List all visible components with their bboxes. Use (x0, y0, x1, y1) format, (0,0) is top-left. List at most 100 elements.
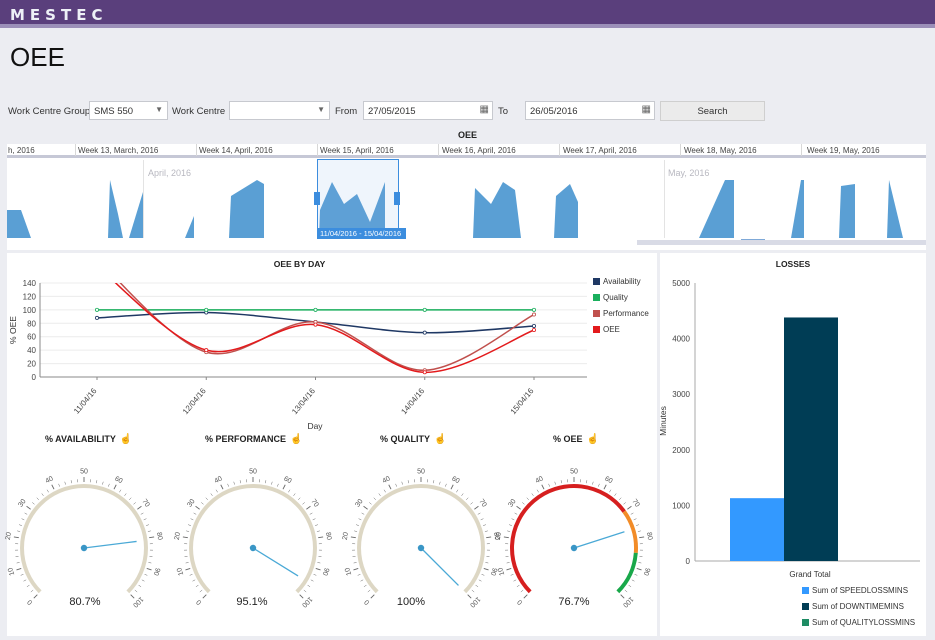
gauge-minor-tick (513, 579, 517, 582)
navigator-selection[interactable] (317, 159, 399, 239)
gauge-minor-tick (360, 579, 364, 582)
gauge-minor-tick (586, 480, 588, 484)
gauge-band-green (616, 552, 638, 594)
search-button[interactable]: Search (660, 101, 765, 121)
gauge-pivot (570, 544, 578, 552)
gauge-minor-tick (598, 483, 600, 487)
data-point (95, 315, 100, 320)
gauge-title-oee[interactable]: % OEE ☝ (553, 434, 599, 445)
calendar-icon[interactable]: ▦ (641, 104, 651, 115)
gauge-minor-tick (361, 512, 365, 515)
gauge-major-tick (220, 484, 224, 490)
navigator-area (229, 180, 264, 238)
legend-item-quality-loss[interactable]: Sum of QUALITYLOSSMINS (802, 618, 915, 627)
y-tick-label: 5000 (672, 279, 690, 288)
week-separator (317, 144, 318, 156)
navigator-scrollbar[interactable] (637, 240, 926, 245)
navigator-left-handle[interactable] (314, 192, 320, 205)
gauge-major-tick (350, 536, 356, 539)
gauge-scale-label: 40 (534, 475, 544, 485)
legend-item-downtime[interactable]: Sum of DOWNTIMEMINS (802, 602, 904, 611)
gauge-major-tick (353, 567, 359, 571)
gauge-minor-tick (485, 562, 489, 564)
gauge-minor-tick (633, 518, 637, 521)
gauge-scale-label: 90 (321, 567, 330, 577)
gauge-title-availability[interactable]: % AVAILABILITY ☝ (45, 434, 132, 445)
gauge-minor-tick (146, 524, 150, 526)
gauge-minor-tick (369, 502, 372, 505)
gauge-minor-tick (520, 589, 524, 593)
gauge-major-tick (195, 505, 200, 510)
navigator-month-label: May, 2016 (668, 168, 710, 178)
gauge-minor-tick (143, 518, 147, 521)
y-tick-label: 140 (23, 279, 37, 288)
gauge-title-performance[interactable]: % PERFORMANCE ☝ (205, 434, 302, 445)
data-point (313, 307, 318, 312)
work-centre-select[interactable]: ▼ (229, 101, 330, 120)
legend-label: Sum of SPEEDLOSSMINS (812, 586, 909, 595)
gauge-major-tick (636, 567, 642, 571)
gauge-minor-tick (293, 493, 296, 497)
y-tick-label: 120 (23, 292, 37, 301)
gauge-minor-tick (185, 562, 189, 564)
week-separator (438, 144, 439, 156)
work-centre-label: Work Centre (172, 106, 226, 117)
gauge-minor-tick (201, 502, 204, 505)
oee-range-navigator[interactable]: h, 2016 Week 13, March, 2016 Week 14, Ap… (7, 144, 926, 250)
gauge-scale-label: 80 (155, 532, 163, 541)
navigator-week-label: Week 18, May, 2016 (684, 146, 757, 155)
gauge-minor-tick (516, 584, 520, 587)
gauge-minor-tick (439, 481, 441, 485)
x-axis-label: Day (307, 421, 323, 431)
gauge-minor-tick (531, 493, 534, 497)
gauge-minor-tick (363, 584, 367, 587)
gauge-minor-tick (265, 480, 267, 484)
gauge-scale-label: 80 (492, 532, 500, 541)
data-point (204, 307, 209, 312)
gauge-scale-label: 70 (630, 498, 640, 509)
to-date-input[interactable]: 26/05/2016 ▦ (525, 101, 655, 120)
gauge-minor-tick (507, 530, 511, 532)
gauge-title-text: % PERFORMANCE (205, 434, 287, 444)
gauge-minor-tick (353, 562, 357, 564)
data-point (313, 322, 318, 327)
pointer-hand-icon: ☝ (586, 434, 599, 445)
navigator-right-handle[interactable] (394, 192, 400, 205)
legend-item-performance[interactable]: Performance (593, 309, 649, 318)
gauge-minor-tick (315, 524, 319, 526)
chevron-down-icon: ▼ (155, 105, 163, 114)
gauge-minor-tick (102, 481, 104, 485)
legend-item-quality[interactable]: Quality (593, 293, 628, 302)
from-date-input[interactable]: 27/05/2015 ▦ (363, 101, 493, 120)
work-centre-group-select[interactable]: SMS 550 ▼ (89, 101, 168, 120)
gauge-title-text: % AVAILABILITY (45, 434, 116, 444)
gauge-title-quality[interactable]: % QUALITY ☝ (380, 434, 446, 445)
gauge-title-text: % QUALITY (380, 434, 431, 444)
filter-bar: Work Centre Group SMS 550 ▼ Work Centre … (0, 100, 935, 122)
legend-item-oee[interactable]: OEE (593, 325, 620, 334)
gauge-minor-tick (511, 518, 515, 521)
gauge-minor-tick (317, 562, 321, 564)
data-point (422, 370, 427, 375)
bar-0 (730, 498, 784, 561)
gauge-minor-tick (554, 481, 556, 485)
y-tick-label: 20 (27, 360, 36, 369)
legend-item-availability[interactable]: Availability (593, 277, 641, 286)
losses-chart: 0 1000 2000 3000 4000 5000 Minutes Grand Total (660, 279, 920, 579)
y-tick-label: 4000 (672, 335, 690, 344)
gauge-minor-tick (508, 524, 512, 526)
gauge-major-tick (363, 505, 368, 510)
gauge-minor-tick (465, 497, 469, 501)
gauge-minor-tick (58, 483, 60, 487)
gauge-major-tick (503, 536, 509, 539)
gauge-scale-label: 20 (5, 532, 13, 541)
pointer-hand-icon: ☝ (290, 434, 303, 445)
legend-swatch (593, 310, 600, 317)
navigator-area (185, 216, 194, 238)
gauge-band-red (510, 484, 626, 594)
gauge-minor-tick (636, 524, 640, 526)
legend-item-speed-loss[interactable]: Sum of SPEEDLOSSMINS (802, 586, 908, 595)
calendar-icon[interactable]: ▦ (479, 104, 489, 115)
navigator-area (473, 182, 521, 238)
